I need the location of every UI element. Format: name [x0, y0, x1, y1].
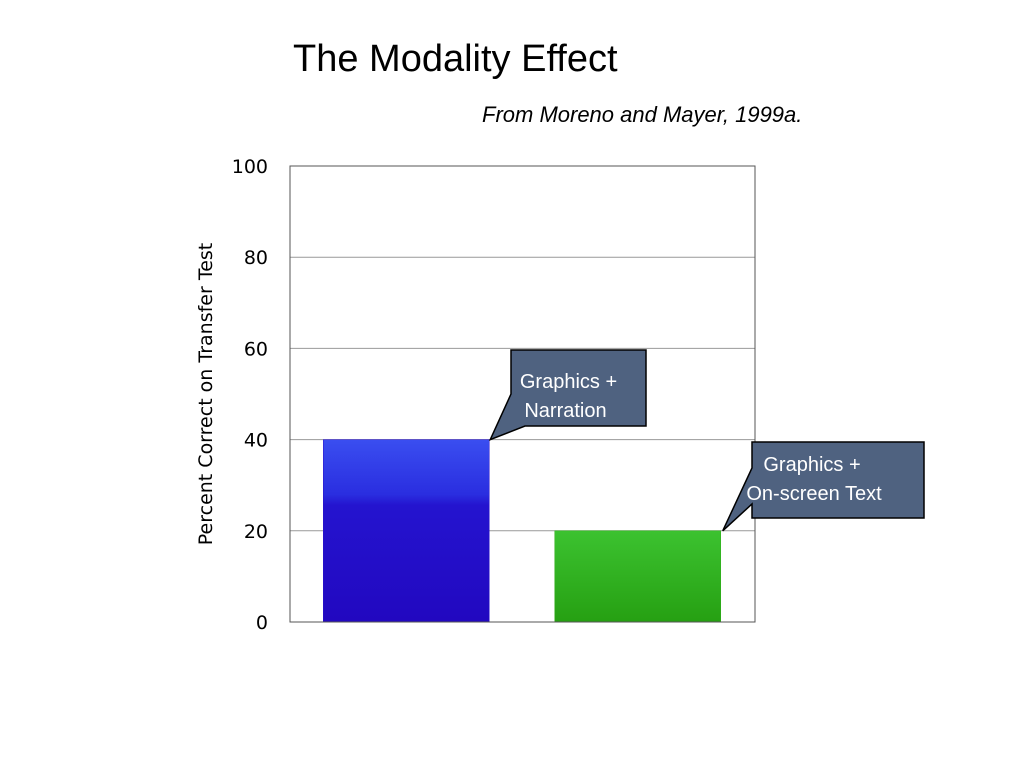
y-tick-label: 80 [244, 247, 268, 269]
y-tick-label: 20 [244, 521, 268, 543]
plot-frame [289, 165, 756, 623]
callout-box [722, 441, 925, 532]
callout-label-line: Graphics + [520, 371, 617, 393]
callouts-layer: Graphics + Narration Graphics + On-screen T… [488, 349, 925, 532]
bars-layer [323, 439, 721, 623]
callout-label-line: On-screen Text [746, 483, 882, 505]
bar-2 [554, 530, 721, 623]
ticks-layer: 0 20 40 60 80 100 [232, 156, 268, 634]
y-tick-label: 100 [232, 156, 268, 178]
callout-label-line: Narration [524, 400, 606, 422]
y-tick-label: 0 [256, 612, 268, 634]
slide-subtitle: From Moreno and Mayer, 1999a. [482, 102, 803, 127]
callout-box [488, 349, 647, 441]
callout-2: Graphics + On-screen Text [722, 441, 925, 532]
y-tick-label: 60 [244, 338, 268, 360]
slide-title: The Modality Effect [293, 38, 618, 80]
bar-1 [323, 439, 490, 623]
callout-label-line: Graphics + [763, 454, 860, 476]
y-axis-title: Percent Correct on Transfer Test [195, 243, 217, 545]
callout-1: Graphics + Narration [488, 349, 647, 441]
y-tick-label: 40 [244, 430, 268, 452]
